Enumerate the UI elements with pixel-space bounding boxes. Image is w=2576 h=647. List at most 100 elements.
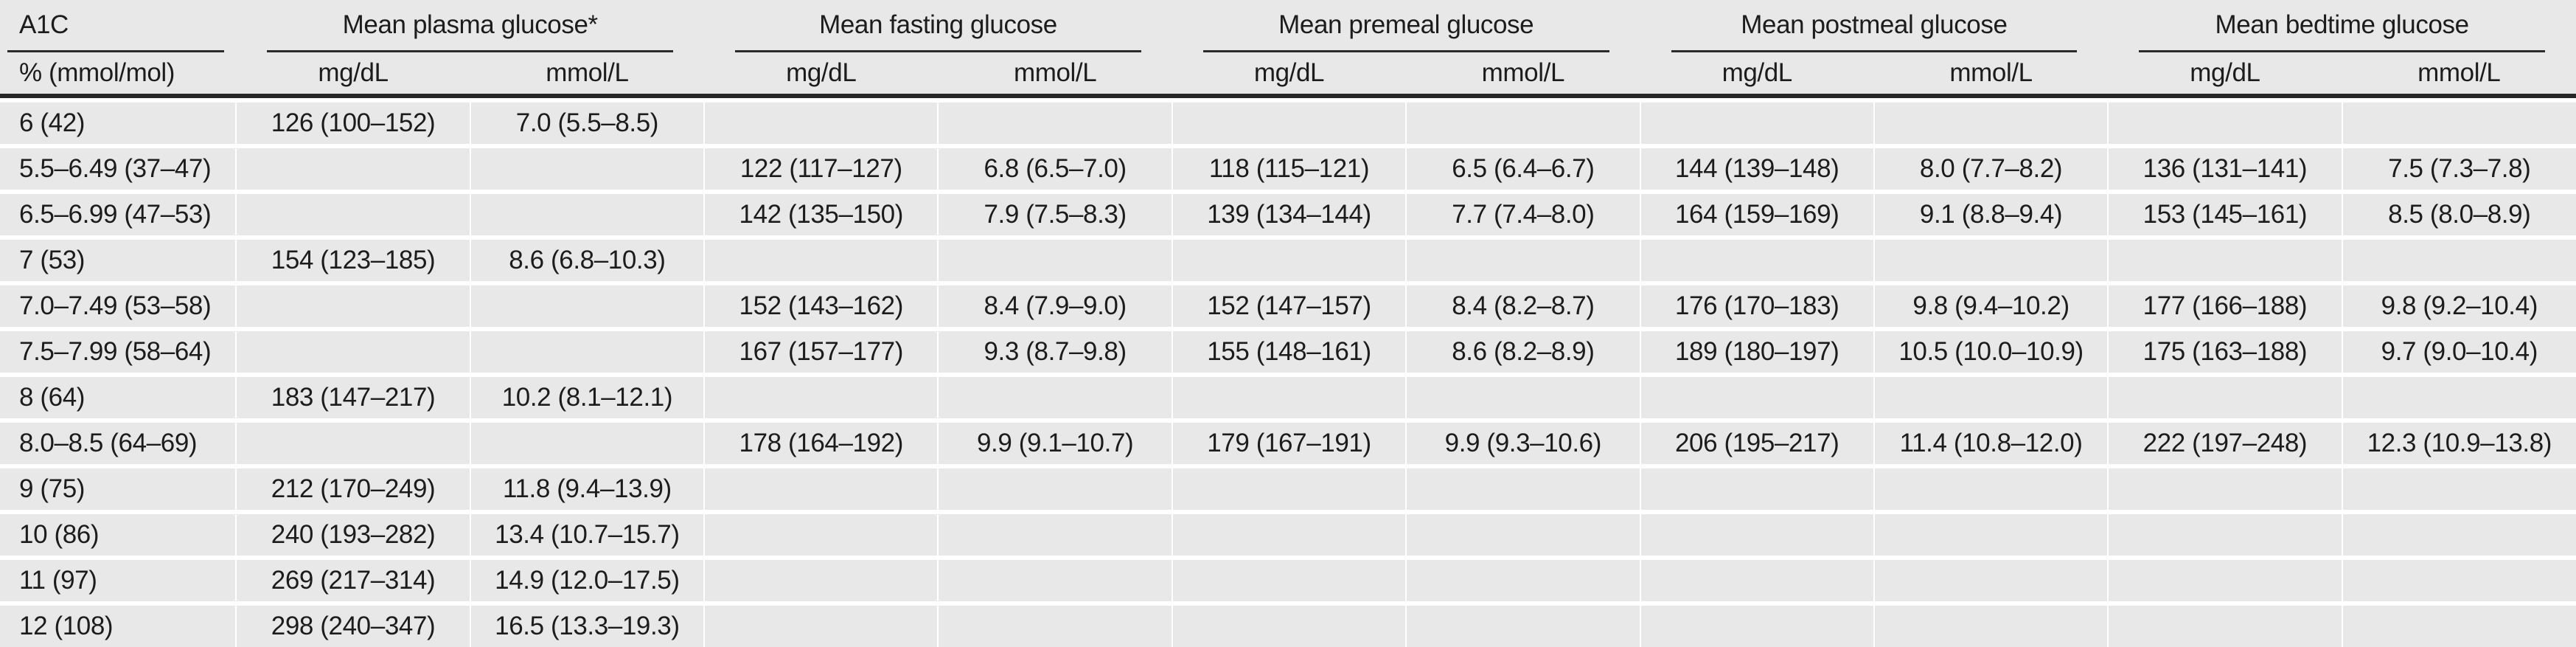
value-cell — [2107, 373, 2342, 421]
a1c-cell: 12 (108) — [0, 601, 237, 647]
value-cell — [1873, 373, 2109, 421]
value-cell — [2107, 510, 2342, 558]
value-cell: 152 (147–157) — [1171, 281, 1407, 329]
value-cell: 118 (115–121) — [1171, 144, 1407, 192]
value-cell — [1639, 373, 1874, 421]
value-cell — [1171, 373, 1407, 421]
value-cell — [1405, 510, 1640, 558]
a1c-cell: 7.5–7.99 (58–64) — [0, 327, 237, 375]
value-cell: 269 (217–314) — [235, 556, 470, 603]
subheader-premeal-mmoll: mmol/L — [1406, 52, 1640, 96]
subheader-premeal-mgdl: mg/dL — [1172, 52, 1407, 96]
value-cell: 10.2 (8.1–12.1) — [469, 373, 705, 421]
column-group-postmeal-glucose: Mean postmeal glucose — [1640, 0, 2109, 52]
value-cell: 240 (193–282) — [235, 510, 470, 558]
value-cell: 11.4 (10.8–12.0) — [1873, 418, 2109, 466]
column-group-bedtime-glucose: Mean bedtime glucose — [2108, 0, 2576, 52]
value-cell: 8.6 (6.8–10.3) — [469, 235, 705, 283]
value-cell — [1639, 464, 1874, 512]
a1c-cell: 6 (42) — [0, 103, 237, 146]
value-cell: 177 (166–188) — [2107, 281, 2342, 329]
value-cell — [1639, 103, 1874, 146]
value-cell: 178 (164–192) — [703, 418, 939, 466]
subheader-fasting-mmoll: mmol/L — [938, 52, 1172, 96]
value-cell — [703, 373, 939, 421]
value-cell: 9.1 (8.8–9.4) — [1873, 190, 2109, 238]
value-cell — [1873, 556, 2109, 603]
value-cell — [235, 418, 470, 466]
value-cell: 176 (170–183) — [1639, 281, 1874, 329]
subheader-postmeal-mmoll: mmol/L — [1873, 52, 2109, 96]
value-cell — [2107, 103, 2342, 146]
value-cell: 7.7 (7.4–8.0) — [1405, 190, 1640, 238]
value-cell: 142 (135–150) — [703, 190, 939, 238]
value-cell — [2341, 464, 2576, 512]
value-cell — [1171, 510, 1407, 558]
value-cell — [2107, 235, 2342, 283]
value-cell — [1171, 556, 1407, 603]
value-cell: 136 (131–141) — [2107, 144, 2342, 192]
value-cell — [469, 190, 705, 238]
value-cell — [1873, 510, 2109, 558]
a1c-cell: 9 (75) — [0, 464, 237, 512]
value-cell — [2341, 601, 2576, 647]
value-cell: 298 (240–347) — [235, 601, 470, 647]
value-cell: 144 (139–148) — [1639, 144, 1874, 192]
table-row: 8 (64) 183 (147–217) 10.2 (8.1–12.1) — [0, 373, 2576, 421]
subheader-fasting-mgdl: mg/dL — [704, 52, 939, 96]
table-row: 8.0–8.5 (64–69) 178 (164–192) 9.9 (9.1–10.… — [0, 418, 2576, 466]
table-row: 6 (42) 126 (100–152) 7.0 (5.5–8.5) — [0, 103, 2576, 146]
value-cell — [703, 510, 939, 558]
value-cell: 9.3 (8.7–9.8) — [937, 327, 1172, 375]
value-cell — [2341, 103, 2576, 146]
value-cell — [1405, 601, 1640, 647]
value-cell: 139 (134–144) — [1171, 190, 1407, 238]
table-row: 6.5–6.99 (47–53) 142 (135–150) 7.9 (7.5–8.… — [0, 190, 2576, 238]
column-group-label: Mean fasting glucose — [735, 0, 1141, 52]
value-cell — [2107, 601, 2342, 647]
value-cell — [469, 144, 705, 192]
value-cell — [703, 103, 939, 146]
value-cell — [1639, 601, 1874, 647]
value-cell — [1171, 464, 1407, 512]
column-group-header-row: A1C Mean plasma glucose* Mean fasting gl… — [0, 0, 2576, 52]
table-row: 7.0–7.49 (53–58) 152 (143–162) 8.4 (7.9–9.… — [0, 281, 2576, 329]
table-body: 6 (42) 126 (100–152) 7.0 (5.5–8.5) 5.5–6.49… — [0, 103, 2576, 647]
value-cell — [703, 464, 939, 512]
value-cell: 179 (167–191) — [1171, 418, 1407, 466]
column-group-label: Mean plasma glucose* — [267, 0, 674, 52]
value-cell — [1405, 464, 1640, 512]
value-cell: 189 (180–197) — [1639, 327, 1874, 375]
column-group-label: A1C — [7, 0, 225, 52]
column-group-fasting-glucose: Mean fasting glucose — [704, 0, 1172, 52]
value-cell — [469, 327, 705, 375]
subheader-a1c-units: % (mmol/mol) — [0, 52, 237, 96]
value-cell: 8.6 (8.2–8.9) — [1405, 327, 1640, 375]
value-cell: 7.5 (7.3–7.8) — [2341, 144, 2576, 192]
value-cell — [937, 373, 1172, 421]
column-subheader-row: % (mmol/mol) mg/dL mmol/L mg/dL mmol/L m… — [0, 52, 2576, 96]
value-cell — [469, 281, 705, 329]
value-cell — [2107, 464, 2342, 512]
value-cell — [2341, 510, 2576, 558]
value-cell — [1639, 235, 1874, 283]
value-cell — [1639, 556, 1874, 603]
table-row: 5.5–6.49 (37–47) 122 (117–127) 6.8 (6.5–7.… — [0, 144, 2576, 192]
value-cell: 206 (195–217) — [1639, 418, 1874, 466]
value-cell — [2341, 556, 2576, 603]
value-cell — [1405, 556, 1640, 603]
value-cell: 152 (143–162) — [703, 281, 939, 329]
column-group-label: Mean postmeal glucose — [1671, 0, 2078, 52]
value-cell: 155 (148–161) — [1171, 327, 1407, 375]
value-cell — [1639, 510, 1874, 558]
value-cell: 9.9 (9.1–10.7) — [937, 418, 1172, 466]
table-header: A1C Mean plasma glucose* Mean fasting gl… — [0, 0, 2576, 98]
value-cell — [2107, 556, 2342, 603]
value-cell: 14.9 (12.0–17.5) — [469, 556, 705, 603]
value-cell: 153 (145–161) — [2107, 190, 2342, 238]
value-cell — [937, 510, 1172, 558]
value-cell: 8.5 (8.0–8.9) — [2341, 190, 2576, 238]
value-cell — [937, 464, 1172, 512]
value-cell: 9.8 (9.2–10.4) — [2341, 281, 2576, 329]
value-cell: 122 (117–127) — [703, 144, 939, 192]
